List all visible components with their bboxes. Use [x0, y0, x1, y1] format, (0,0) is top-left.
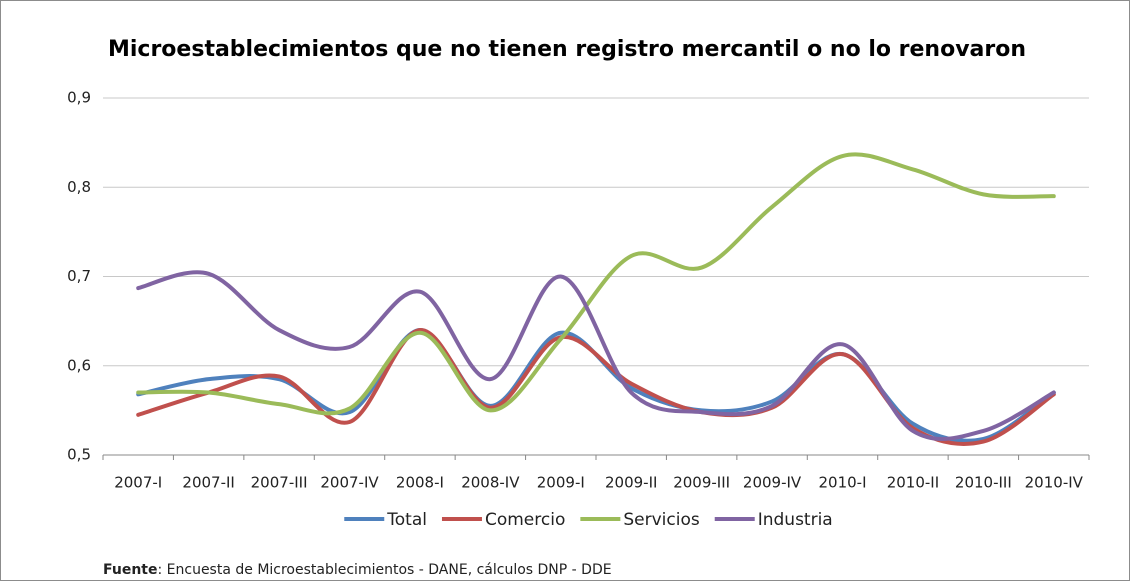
legend-label: Comercio	[485, 510, 565, 530]
series-line	[136, 270, 1056, 441]
x-tick-label: 2009-II	[605, 474, 657, 492]
x-tick-label: 2007-III	[251, 474, 308, 492]
legend-label: Servicios	[623, 510, 699, 530]
x-tick-label: 2009-IV	[743, 474, 802, 492]
x-tick-label: 2010-III	[955, 474, 1012, 492]
x-tick-label: 2009-III	[673, 474, 730, 492]
x-tick-label: 2010-II	[887, 474, 939, 492]
legend-label: Industria	[758, 510, 833, 530]
x-tick-label: 2008-IV	[461, 474, 520, 492]
y-tick-label: 0,9	[67, 89, 91, 107]
x-tick-label: 2007-IV	[320, 474, 379, 492]
chart-title: Microestablecimientos que no tienen regi…	[108, 37, 1026, 62]
x-tick-label: 2008-I	[396, 474, 444, 492]
y-tick-label: 0,6	[67, 356, 91, 374]
x-tick-label: 2010-I	[818, 474, 866, 492]
x-tick-label: 2009-I	[537, 474, 585, 492]
x-tick-label: 2007-II	[182, 474, 234, 492]
source-note: Fuente: Encuesta de Microestablecimiento…	[103, 562, 612, 578]
x-tick-label: 2010-IV	[1025, 474, 1084, 492]
source-label: Fuente	[103, 562, 157, 578]
series-line	[136, 152, 1056, 416]
source-text: : Encuesta de Microestablecimientos - DA…	[157, 562, 611, 578]
y-tick-label: 0,8	[67, 178, 91, 196]
y-tick-label: 0,7	[67, 267, 91, 285]
x-tick-label: 2007-I	[114, 474, 162, 492]
legend-label: Total	[386, 510, 427, 530]
y-tick-label: 0,5	[67, 446, 91, 464]
